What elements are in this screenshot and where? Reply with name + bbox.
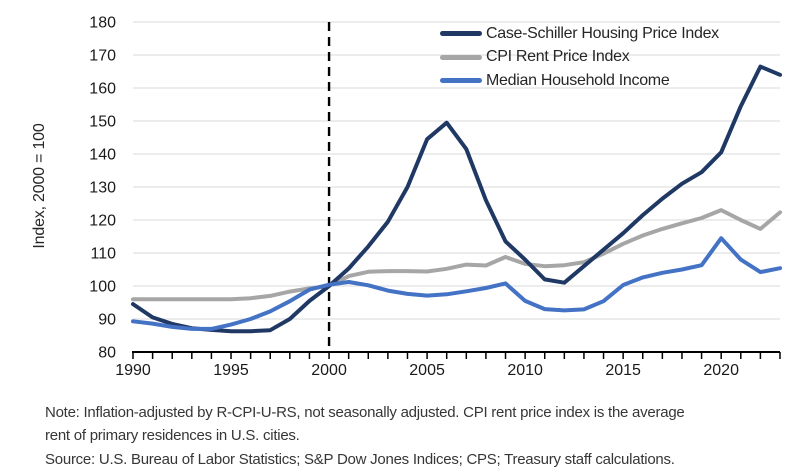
legend-label: Case-Schiller Housing Price Index [486,24,719,42]
series-line-median-income [131,236,782,331]
series-line-case-schiller [131,64,782,334]
y-tick-label: 80 [98,345,116,362]
footnote: Note: Inflation-adjusted by R-CPI-U-RS, … [45,401,785,471]
series-line-cpi-rent [131,208,782,302]
y-tick-label: 130 [89,180,116,197]
note-line-1: Note: Inflation-adjusted by R-CPI-U-RS, … [45,404,685,421]
y-tick-label: 180 [89,15,116,32]
y-tick-label: 170 [89,48,116,65]
x-tick-label: 1995 [213,362,249,379]
plot-area: 80 90 100 110 120 130 140 150 160 170 180 1990 1995 2… [89,15,782,379]
legend-item-case-schiller: Case-Schiller Housing Price Index [440,22,719,46]
legend: Case-Schiller Housing Price Index CPI Ren… [440,22,719,93]
legend-swatch [440,54,482,60]
y-tick-label: 90 [98,312,116,329]
x-tick-label: 2015 [605,362,641,379]
note-line-2: rent of primary residences in U.S. citie… [45,427,300,445]
x-tick-label: 2020 [703,362,739,379]
y-tick-label: 160 [89,81,116,98]
legend-swatch [440,78,482,84]
x-tick-label: 1990 [115,362,151,379]
x-tick-label: 2010 [507,362,543,379]
source-line: Source: U.S. Bureau of Labor Statistics;… [45,450,675,468]
y-tick-label: 140 [89,147,116,164]
legend-label: CPI Rent Price Index [486,48,630,66]
x-tick-label: 2005 [409,362,445,379]
x-tick-label: 2000 [311,362,347,379]
legend-swatch [440,31,482,37]
y-tick-label: 120 [89,213,116,230]
y-tick-label: 100 [89,279,116,296]
legend-item-cpi-rent: CPI Rent Price Index [440,46,719,70]
y-tick-label: 150 [89,114,116,131]
legend-item-median-income: Median Household Income [440,69,719,93]
legend-label: Median Household Income [486,71,670,89]
y-tick-label: 110 [90,246,116,263]
